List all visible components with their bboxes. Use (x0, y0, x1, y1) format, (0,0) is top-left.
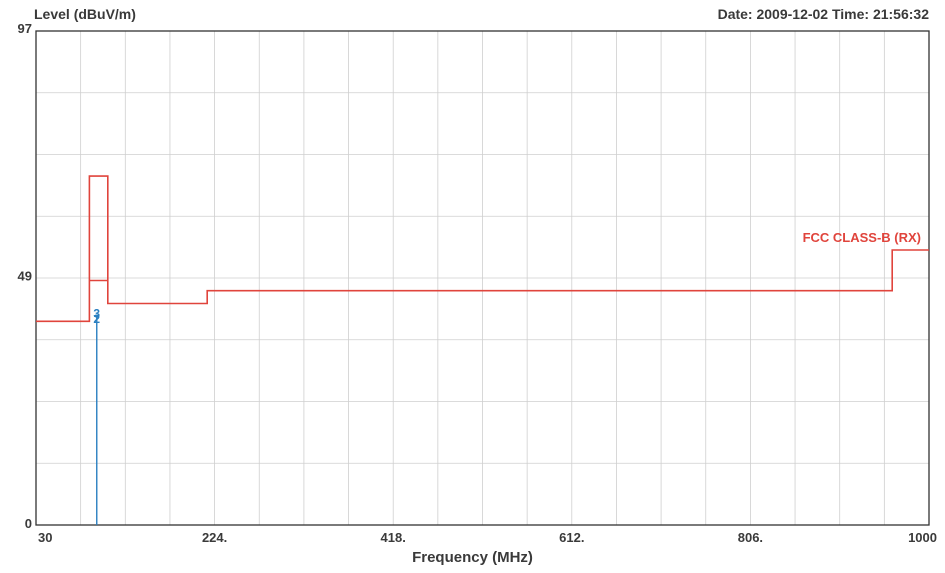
limit-line (36, 175, 929, 323)
x-ticks: 30 224. 418. 612. 806. 1000 (38, 530, 937, 545)
x-tick-label: 30 (38, 530, 52, 545)
markers: 23 (93, 307, 100, 525)
grid-lines (36, 31, 929, 525)
x-tick-label: 1000 (908, 530, 937, 545)
y-axis-label: Level (dBuV/m) (34, 6, 136, 22)
y-ticks: 0 49 97 (18, 21, 32, 531)
x-tick-label: 224. (202, 530, 227, 545)
plot-frame (35, 30, 930, 526)
y-tick-label: 97 (18, 21, 32, 36)
y-tick-label: 49 (18, 268, 32, 283)
x-axis-label: Frequency (MHz) (412, 549, 533, 566)
date-time-stamp: Date: 2009-12-02 Time: 21:56:32 (717, 6, 929, 22)
marker-label: 2 (93, 312, 100, 326)
marker-label: 3 (93, 307, 100, 321)
x-tick-label: 806. (738, 530, 763, 545)
series-lines (36, 175, 929, 323)
x-tick-label: 612. (559, 530, 584, 545)
limit-line-label: FCC CLASS-B (RX) (803, 230, 921, 245)
y-tick-label: 0 (25, 516, 32, 531)
x-tick-label: 418. (381, 530, 406, 545)
